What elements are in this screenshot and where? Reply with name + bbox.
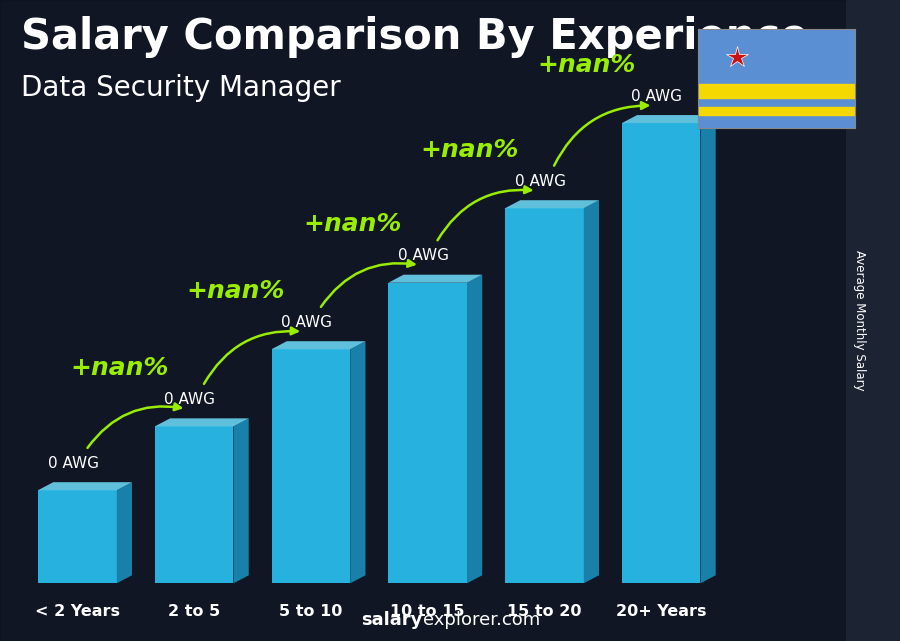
Text: 10 to 15: 10 to 15 bbox=[391, 604, 465, 619]
Polygon shape bbox=[38, 482, 132, 490]
Text: +nan%: +nan% bbox=[303, 212, 401, 237]
Polygon shape bbox=[155, 426, 233, 583]
Text: 0 AWG: 0 AWG bbox=[632, 88, 682, 104]
Polygon shape bbox=[505, 200, 599, 208]
Polygon shape bbox=[38, 490, 117, 583]
Text: Data Security Manager: Data Security Manager bbox=[22, 74, 341, 102]
Text: +nan%: +nan% bbox=[420, 138, 518, 162]
Polygon shape bbox=[233, 419, 248, 583]
Text: +nan%: +nan% bbox=[186, 279, 285, 303]
Polygon shape bbox=[467, 275, 482, 583]
Polygon shape bbox=[388, 283, 467, 583]
Text: 0 AWG: 0 AWG bbox=[48, 456, 99, 470]
Polygon shape bbox=[155, 419, 248, 426]
Text: Salary Comparison By Experience: Salary Comparison By Experience bbox=[22, 16, 808, 58]
Polygon shape bbox=[117, 482, 132, 583]
Polygon shape bbox=[272, 341, 365, 349]
Text: 0 AWG: 0 AWG bbox=[398, 248, 449, 263]
Text: +nan%: +nan% bbox=[70, 356, 168, 380]
Text: +nan%: +nan% bbox=[537, 53, 635, 77]
Bar bbox=[698, 107, 855, 115]
Text: < 2 Years: < 2 Years bbox=[35, 604, 120, 619]
Text: 0 AWG: 0 AWG bbox=[165, 392, 215, 407]
Polygon shape bbox=[505, 208, 584, 583]
Polygon shape bbox=[388, 275, 482, 283]
Polygon shape bbox=[622, 123, 700, 583]
Text: 5 to 10: 5 to 10 bbox=[279, 604, 343, 619]
Polygon shape bbox=[272, 349, 350, 583]
Text: salary: salary bbox=[362, 612, 423, 629]
Polygon shape bbox=[622, 115, 716, 123]
Text: Average Monthly Salary: Average Monthly Salary bbox=[853, 250, 866, 391]
Text: explorer.com: explorer.com bbox=[423, 612, 540, 629]
Text: 20+ Years: 20+ Years bbox=[616, 604, 706, 619]
Text: 15 to 20: 15 to 20 bbox=[508, 604, 581, 619]
Polygon shape bbox=[700, 115, 716, 583]
Polygon shape bbox=[350, 341, 365, 583]
Text: 2 to 5: 2 to 5 bbox=[168, 604, 220, 619]
Bar bbox=[698, 85, 855, 98]
Text: 0 AWG: 0 AWG bbox=[515, 174, 566, 188]
Polygon shape bbox=[584, 200, 599, 583]
Text: 0 AWG: 0 AWG bbox=[281, 315, 332, 329]
